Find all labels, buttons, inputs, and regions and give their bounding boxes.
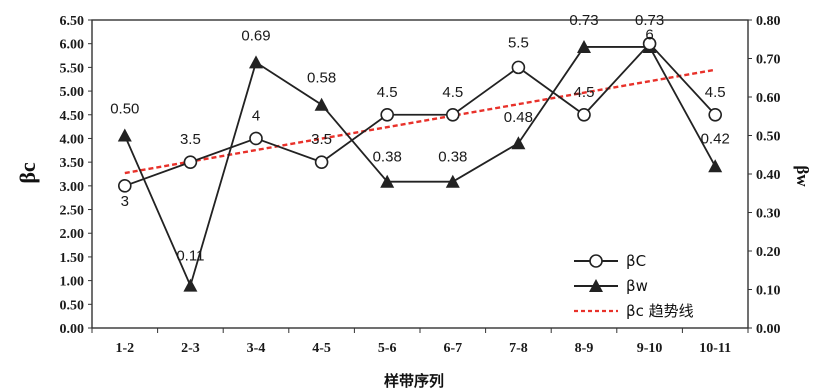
data-label-beta-c: 4.5 xyxy=(442,84,463,101)
data-point-beta-w xyxy=(117,128,132,142)
data-label-beta-w: 0.73 xyxy=(635,12,664,29)
left-axis-ticks: 0.00 0.50 1.00 1.50 2.00 2.50 3.00 3.50 4.00 4.50… xyxy=(60,14,92,337)
data-label-layer: 3 3.5 4 3.5 4.5 4.5 5.5 4.5 6 4.5 0.50 0.11 0.69 0.58… xyxy=(110,12,730,265)
data-point-beta-w xyxy=(380,174,395,188)
data-point-beta-w xyxy=(249,55,263,69)
series-line-beta-c xyxy=(124,42,716,187)
data-point-beta-w xyxy=(314,97,329,111)
data-label-beta-c: 3 xyxy=(121,193,129,210)
data-label-beta-w: 0.11 xyxy=(176,248,204,265)
left-tick-label: 3.50 xyxy=(60,156,85,171)
data-label-beta-c: 4.5 xyxy=(574,84,595,101)
legend-swatch-beta-c-marker xyxy=(589,254,603,268)
data-point-beta-w xyxy=(511,136,526,150)
data-point-beta-c xyxy=(642,36,657,51)
data-label-beta-w: 0.73 xyxy=(569,12,598,29)
right-tick-label: 0.40 xyxy=(756,168,781,183)
right-tick-label: 0.10 xyxy=(756,284,781,299)
data-label-beta-w: 0.69 xyxy=(241,27,270,44)
series-line-beta-w xyxy=(123,46,716,289)
right-tick-label: 0.20 xyxy=(756,245,781,260)
x-axis-ticks: 1-2 2-3 3-4 4-5 5-6 6-7 7-8 8-9 9-10 10-11 xyxy=(91,328,749,356)
left-tick-label: 1.50 xyxy=(60,251,85,266)
data-point-beta-c xyxy=(445,107,460,122)
left-tick-label: 3.00 xyxy=(60,180,85,195)
x-tick-label: 6-7 xyxy=(443,341,462,356)
x-tick-label: 9-10 xyxy=(637,341,663,356)
x-tick-label: 4-5 xyxy=(312,341,331,356)
left-axis-title: βc xyxy=(15,162,40,184)
data-point-beta-w xyxy=(708,159,723,173)
left-tick-label: 2.50 xyxy=(60,204,85,219)
right-axis-ticks: 0.00 0.10 0.20 0.30 0.40 0.50 0.60 0.70 0.80 xyxy=(748,14,781,337)
data-label-beta-c: 4.5 xyxy=(377,84,398,101)
data-point-beta-c xyxy=(118,179,132,193)
data-label-beta-w: 0.48 xyxy=(504,109,533,126)
x-tick-label: 10-11 xyxy=(699,341,731,356)
data-label-beta-c: 4 xyxy=(252,107,260,124)
data-label-beta-c: 6 xyxy=(645,27,653,44)
x-tick-label: 3-4 xyxy=(247,341,266,356)
trendline-layer xyxy=(124,68,716,175)
data-label-beta-c: 3.5 xyxy=(311,131,332,148)
data-label-beta-w: 0.42 xyxy=(701,130,730,147)
data-label-beta-c: 5.5 xyxy=(508,34,529,51)
data-label-beta-c: 3.5 xyxy=(180,131,201,148)
left-tick-label: 1.00 xyxy=(60,275,85,290)
left-tick-label: 5.50 xyxy=(60,61,85,76)
legend-label-beta-w: βw xyxy=(626,277,648,295)
data-point-beta-c xyxy=(380,107,395,122)
left-tick-label: 4.00 xyxy=(60,132,85,147)
left-tick-label: 0.50 xyxy=(60,298,85,313)
data-label-beta-w: 0.38 xyxy=(373,149,402,166)
data-point-beta-c xyxy=(314,155,329,169)
left-tick-label: 4.50 xyxy=(60,109,85,124)
x-tick-label: 8-9 xyxy=(575,341,594,356)
trendline xyxy=(124,68,716,175)
data-point-beta-w xyxy=(577,39,591,53)
left-tick-label: 5.00 xyxy=(60,85,85,100)
data-point-beta-c xyxy=(249,131,263,146)
legend-swatch-beta-w-marker xyxy=(589,279,603,292)
right-tick-label: 0.70 xyxy=(756,53,781,68)
right-tick-label: 0.30 xyxy=(756,207,781,222)
data-label-beta-w: 0.58 xyxy=(307,70,336,87)
legend: βC βw βc 趋势线 xyxy=(574,252,694,320)
data-point-beta-c xyxy=(183,155,198,169)
x-axis-title: 样带序列 xyxy=(384,372,444,390)
x-tick-label: 7-8 xyxy=(509,341,528,356)
data-label-beta-w: 0.38 xyxy=(438,149,467,166)
legend-label-beta-c: βC xyxy=(626,252,646,270)
x-tick-label: 5-6 xyxy=(378,341,397,356)
legend-label-trendline: βc 趋势线 xyxy=(626,302,694,320)
left-tick-label: 2.00 xyxy=(60,227,85,242)
data-point-beta-c xyxy=(577,107,591,122)
right-tick-label: 0.80 xyxy=(756,14,781,29)
data-point-beta-c xyxy=(708,107,723,122)
x-tick-label: 1-2 xyxy=(115,341,134,356)
left-tick-label: 6.50 xyxy=(60,14,85,29)
data-label-beta-w: 0.50 xyxy=(110,101,139,118)
right-tick-label: 0.00 xyxy=(756,322,781,337)
series-layer xyxy=(117,36,723,292)
right-tick-label: 0.60 xyxy=(756,91,781,106)
x-tick-label: 2-3 xyxy=(181,341,200,356)
left-tick-label: 0.00 xyxy=(60,322,85,337)
right-tick-label: 0.50 xyxy=(756,130,781,145)
data-label-beta-c: 4.5 xyxy=(705,84,726,101)
data-point-beta-c xyxy=(511,60,526,75)
data-point-beta-w xyxy=(183,278,198,292)
left-tick-label: 6.00 xyxy=(60,38,85,53)
right-axis-title: βw xyxy=(793,165,812,187)
data-point-beta-w xyxy=(445,174,460,188)
